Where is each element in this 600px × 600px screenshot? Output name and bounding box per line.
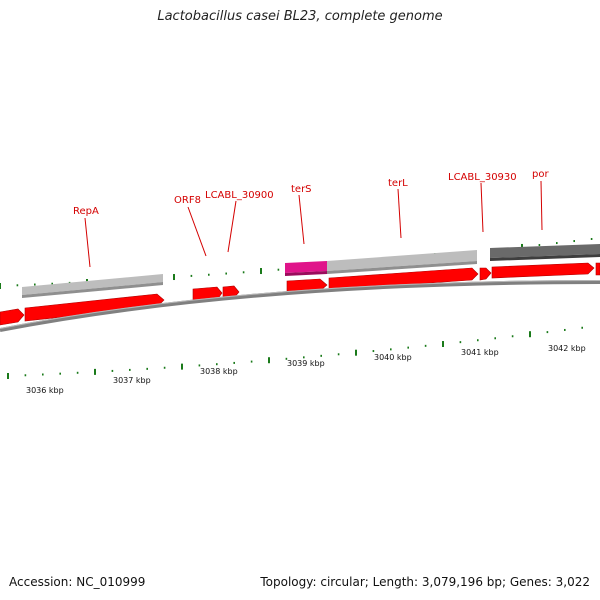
leader-repa (84, 217, 91, 268)
homology-bar-ters-magenta-shadow (285, 271, 327, 276)
homology-bar-repa (22, 274, 163, 295)
kbp-label-3038: 3038 kbp (200, 367, 238, 376)
position-labels: 3036 kbp 3037 kbp 3038 kbp 3039 kbp 3040… (26, 344, 586, 395)
homology-bar-ters-magenta (285, 261, 327, 273)
kbp-label-3041: 3041 kbp (461, 348, 499, 357)
gene-arrow-terl (328, 267, 479, 291)
kbp-label-3036: 3036 kbp (26, 386, 64, 395)
gene-arrow-por (491, 262, 595, 279)
accession-text: Accession: NC_010999 (9, 575, 146, 589)
leader-por (540, 180, 543, 231)
lower-tick-track (7, 326, 584, 379)
gene-label-terl: terL (388, 178, 408, 189)
kbp-label-3037: 3037 kbp (113, 376, 151, 385)
homology-track (22, 244, 600, 298)
leader-lcabl-30930 (480, 182, 484, 233)
homology-bar-por (490, 244, 600, 258)
gene-label-orf8: ORF8 (174, 195, 201, 206)
genome-backbone-highlight (0, 280, 600, 329)
genome-summary-text: Topology: circular; Length: 3,079,196 bp… (260, 575, 590, 589)
leader-ters (298, 194, 305, 245)
homology-bar-repa-shadow (22, 282, 163, 298)
gene-track (0, 262, 600, 326)
gene-label-leaders (84, 180, 543, 268)
homology-bar-terl (327, 250, 477, 271)
gene-arrow-right-edge (595, 262, 600, 276)
gene-arrow-lcabl-30930 (479, 267, 492, 281)
gene-arrow-left-edge (0, 308, 25, 326)
leader-terl (397, 188, 402, 239)
leader-orf8 (187, 206, 207, 257)
gene-label-lcabl-30930: LCABL_30930 (448, 172, 517, 183)
gene-labels: RepA ORF8 LCABL_30900 terS terL LCABL_30… (73, 169, 549, 217)
gene-label-por: por (532, 169, 549, 180)
gene-label-lcabl-30900: LCABL_30900 (205, 190, 274, 201)
kbp-label-3039: 3039 kbp (287, 359, 325, 368)
gene-label-repa: RepA (73, 206, 99, 217)
map-title: Lactobacillus casei BL23, complete genom… (157, 9, 443, 24)
leader-lcabl-30900 (227, 200, 237, 253)
kbp-label-3040: 3040 kbp (374, 353, 412, 362)
gene-label-ters: terS (291, 184, 312, 195)
homology-bar-por-shadow (490, 254, 600, 261)
genome-backbone (0, 280, 600, 332)
homology-bar-terl-shadow (327, 261, 477, 274)
kbp-label-3042: 3042 kbp (548, 344, 586, 353)
